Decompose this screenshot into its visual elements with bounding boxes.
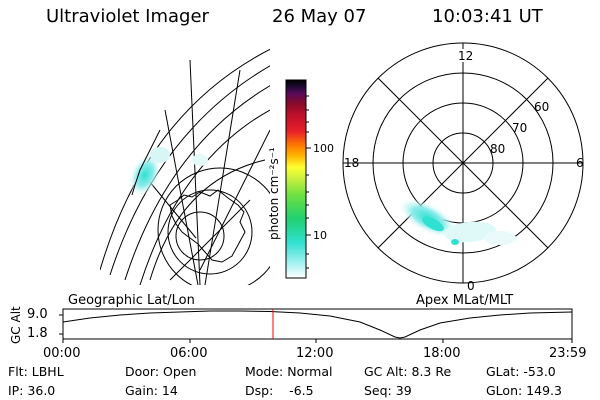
info-glon: GLon: 149.3	[486, 383, 562, 398]
altitude-y-tick: 1.8	[27, 326, 48, 341]
altitude-curve	[62, 310, 573, 339]
info-seq: Seq: 39	[364, 383, 412, 398]
colorbar-unit-label: photon cm⁻²s⁻¹	[267, 147, 281, 240]
map-lat-circle	[175, 211, 225, 261]
map-lat-circle	[157, 167, 270, 285]
map-latitude-line	[109, 65, 270, 276]
map-latitude-line	[139, 109, 270, 285]
geographic-map	[100, 48, 270, 285]
time-tick: 00:00	[43, 346, 81, 361]
map-meridian	[204, 69, 241, 285]
polar-meridian	[377, 77, 549, 249]
time-label: 10:03:41 UT	[432, 6, 543, 27]
info-dsp: Dsp: -6.5	[245, 383, 314, 398]
colorbar-tick-label: 100	[313, 142, 334, 155]
info-door: Door: Open	[125, 364, 197, 379]
map-meridian	[199, 129, 270, 271]
apex-map-label: Apex MLat/MLT	[416, 293, 514, 308]
map-latitude-line	[149, 159, 266, 281]
map-latitude-line	[100, 48, 270, 271]
polar-auroral-glow	[398, 198, 516, 245]
info-ip: IP: 36.0	[8, 383, 56, 398]
lat-label-80: 80	[490, 142, 505, 156]
geographic-map-label: Geographic Lat/Lon	[68, 293, 195, 308]
info-filter: Flt: LBHL	[8, 364, 64, 379]
date-label: 26 May 07	[272, 6, 367, 27]
map-lat-circle	[167, 189, 253, 275]
map-latitude-line	[124, 85, 270, 281]
time-tick: 18:00	[423, 346, 461, 361]
instrument-title: Ultraviolet Imager	[46, 6, 209, 27]
altitude-y-tick: 9.0	[27, 307, 48, 322]
altitude-plot-frame	[62, 308, 573, 340]
info-gain: Gain: 14	[125, 383, 178, 398]
time-tick: 12:00	[296, 346, 334, 361]
mlt-label-12: 12	[458, 49, 473, 63]
mlt-label-18: 18	[344, 156, 359, 170]
time-tick: 06:00	[170, 346, 208, 361]
mlt-label-6: 6	[576, 156, 584, 170]
map-meridian	[169, 199, 251, 281]
mlt-label-bg	[457, 49, 471, 62]
colorbar-tick-label: 10	[313, 229, 327, 242]
altitude-axis-title: GC Alt	[9, 306, 23, 344]
colorbar	[285, 79, 307, 279]
info-glat: GLat: -53.0	[486, 364, 556, 379]
lat-label-60: 60	[534, 100, 549, 114]
polar-plot	[342, 42, 584, 284]
altitude-x-ticks	[59, 314, 573, 343]
antarctica-coastline	[169, 189, 246, 263]
map-meridian	[189, 59, 201, 285]
continent-edge	[131, 129, 161, 196]
info-mode: Mode: Normal	[245, 364, 333, 379]
time-tick: 23:59	[549, 346, 587, 361]
colorbar-ticks	[306, 95, 311, 269]
map-auroral-glow	[129, 147, 208, 196]
lat-label-70: 70	[512, 121, 527, 135]
mlt-label-0: 0	[467, 279, 475, 293]
info-gc-alt: GC Alt: 8.3 Re	[364, 364, 452, 379]
